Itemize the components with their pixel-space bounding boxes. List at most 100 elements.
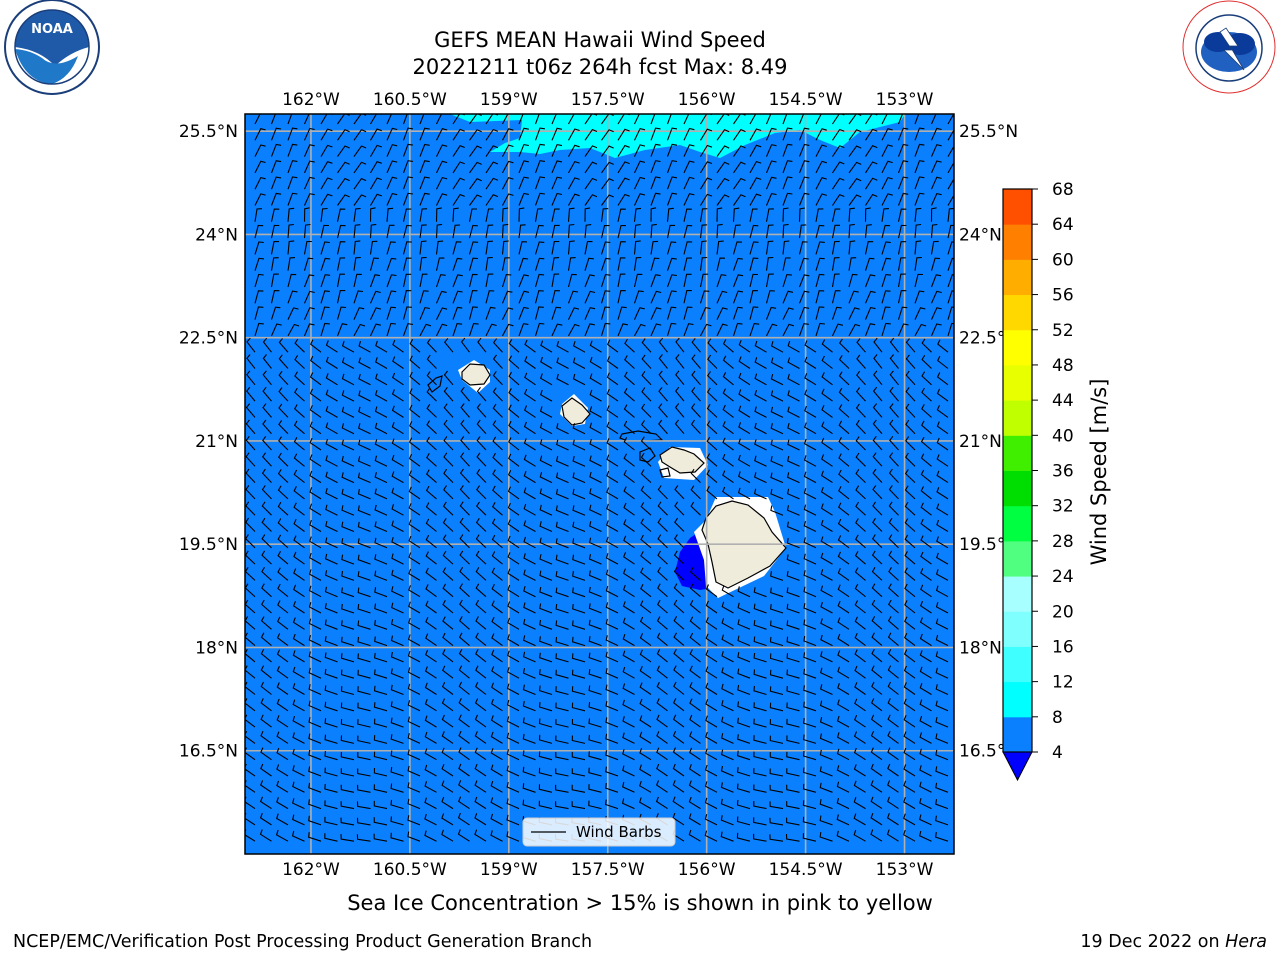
wind-barb [568, 193, 580, 206]
wind-barb [424, 830, 437, 842]
wind-barb [458, 763, 470, 777]
wind-barb [506, 716, 520, 728]
wind-barb [358, 439, 371, 451]
wind-barb [855, 419, 866, 435]
wind-barb [374, 488, 388, 500]
wind-barb [600, 257, 611, 271]
wind-barb [854, 632, 866, 647]
wind-barb [753, 669, 767, 679]
wind-barb [373, 817, 388, 826]
wind-barb [688, 813, 701, 826]
wind-barb [501, 223, 509, 239]
wind-barb [375, 373, 388, 386]
wind-barb [765, 192, 777, 206]
wind-barb [837, 551, 850, 565]
wind-barb [600, 322, 611, 337]
wind-barb [935, 651, 949, 663]
wind-barb [534, 114, 540, 125]
wind-barb [245, 468, 256, 483]
wind-barb [277, 501, 289, 516]
wind-barb [308, 815, 322, 826]
wind-barb [749, 257, 759, 271]
wind-barb [270, 306, 281, 320]
wind-barb [475, 616, 487, 630]
wind-barb [848, 240, 856, 255]
wind-barb [538, 751, 553, 761]
wind-barb [935, 700, 949, 712]
wind-barb [634, 176, 646, 190]
wind-barb [622, 650, 635, 663]
wind-barb [738, 422, 751, 435]
wind-barb [374, 554, 388, 565]
wind-barb [589, 356, 602, 369]
wind-barb [716, 274, 727, 288]
wind-barb [539, 422, 553, 435]
wind-barb [308, 717, 322, 728]
wind-barb [930, 176, 942, 190]
wind-barb [572, 341, 586, 353]
wind-barb [254, 306, 264, 320]
wind-barb [903, 764, 916, 777]
wind-barb [935, 815, 949, 826]
wind-barb [459, 534, 470, 549]
wind-barb [707, 338, 718, 353]
wind-barb [292, 715, 305, 728]
wind-barb [475, 599, 487, 614]
wind-barb [341, 505, 355, 516]
wind-barb [803, 586, 817, 598]
wind-barb [837, 535, 850, 549]
wind-barb [753, 685, 767, 696]
wind-barb [803, 455, 817, 467]
wind-barb [303, 193, 315, 206]
wind-barb [589, 471, 602, 484]
wind-barb [688, 780, 701, 793]
wind-barb [804, 405, 817, 418]
colorbar-under-arrow [1002, 751, 1033, 782]
wind-barb [390, 668, 404, 679]
wind-barb [871, 583, 883, 598]
wind-barb [786, 685, 800, 696]
wind-barb [458, 681, 470, 695]
wind-barb [584, 241, 593, 255]
wind-barb [276, 747, 289, 761]
wind-barb [853, 780, 866, 793]
wind-barb [374, 619, 388, 630]
wind-barb [919, 617, 932, 630]
wind-barb [798, 207, 805, 222]
wind-barb [786, 488, 800, 500]
wind-barb [287, 307, 299, 320]
wind-barb [254, 176, 266, 190]
wind-barb [856, 370, 866, 386]
wind-barb [506, 765, 520, 777]
wind-barb [753, 603, 767, 614]
wind-barb [666, 224, 676, 239]
wind-barb [277, 469, 289, 483]
wind-barb [657, 599, 668, 614]
wind-barb [522, 766, 536, 777]
wind-barb [571, 686, 586, 696]
wind-barb [588, 652, 602, 663]
wind-barb [507, 584, 520, 598]
wind-barb [848, 129, 862, 141]
wind-barb [881, 176, 893, 190]
wind-barb [650, 192, 661, 206]
wind-barb [277, 534, 289, 549]
wind-barb [617, 273, 626, 288]
wind-barb [320, 322, 330, 337]
wind-barb [837, 600, 850, 614]
wind-barb [325, 471, 338, 484]
wind-barb [555, 768, 569, 777]
wind-barb [442, 567, 454, 581]
wind-barb [341, 472, 355, 484]
wind-barb [881, 224, 891, 239]
lon-tick-top: 159°W [480, 90, 538, 110]
wind-barb [468, 208, 477, 222]
wind-barb [324, 652, 338, 663]
wind-barb [551, 176, 563, 190]
wind-barb [571, 653, 586, 663]
wind-barb [623, 388, 635, 402]
wind-barb [699, 208, 708, 222]
wind-barb [848, 194, 862, 206]
map-frame [244, 113, 955, 855]
wind-barb [507, 486, 520, 500]
